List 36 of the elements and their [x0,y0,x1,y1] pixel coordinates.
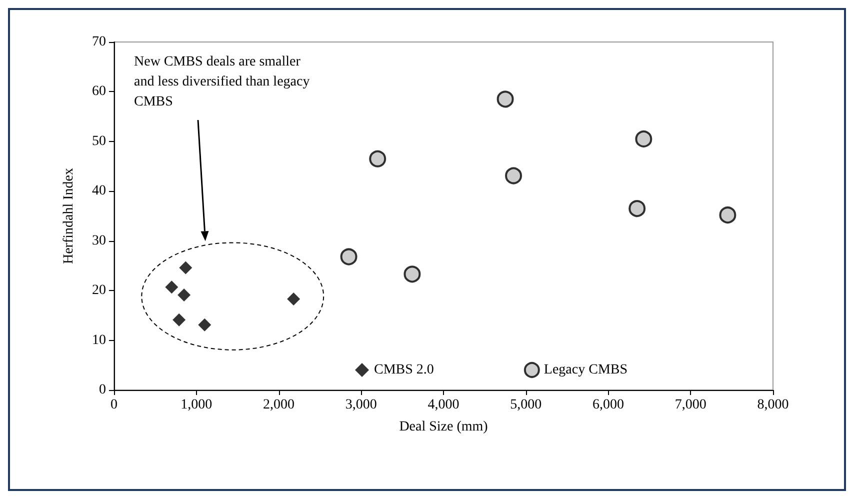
y-tick-label: 50 [92,134,106,149]
y-tick-label: 40 [92,184,106,199]
point [635,130,652,148]
x-tick-label: 7,000 [674,398,706,412]
point [340,248,358,266]
y-tick-label: 0 [99,382,106,398]
x-tick-label: 5,000 [510,398,542,412]
annotation: New CMBS deals are smaller and less diversified than legacy CMBS [134,54,314,110]
y-axis-title: Herfindahl Index [62,168,76,264]
x-tick-label: 8,000 [757,398,789,412]
point [505,167,522,184]
point [369,150,386,168]
legend-label: Legacy CMBS [544,362,628,378]
x-axis-title: Deal Size (mm) [399,420,488,434]
legend-label: CMBS 2.0 [374,362,434,378]
point [628,200,646,218]
point [404,266,421,283]
y-tick-label: 60 [92,84,106,100]
point [165,280,178,294]
y-tick-label: 30 [92,233,106,248]
x-tick-label: 2,000 [263,398,294,412]
x-tick-label: 3,000 [345,398,377,412]
point [178,288,191,302]
point [198,318,212,332]
point [179,261,192,274]
point [719,206,736,224]
point [496,90,514,108]
x-tick-label: 1,000 [180,398,212,412]
x-tick-label: 4,000 [428,398,460,412]
point [287,292,300,306]
point [172,313,186,326]
x-tick-label: 6,000 [592,398,624,412]
y-tick-label: 70 [92,34,106,50]
y-tick-label: 20 [92,283,106,298]
x-tick-label: 0 [110,398,118,412]
y-tick-label: 10 [92,332,106,348]
